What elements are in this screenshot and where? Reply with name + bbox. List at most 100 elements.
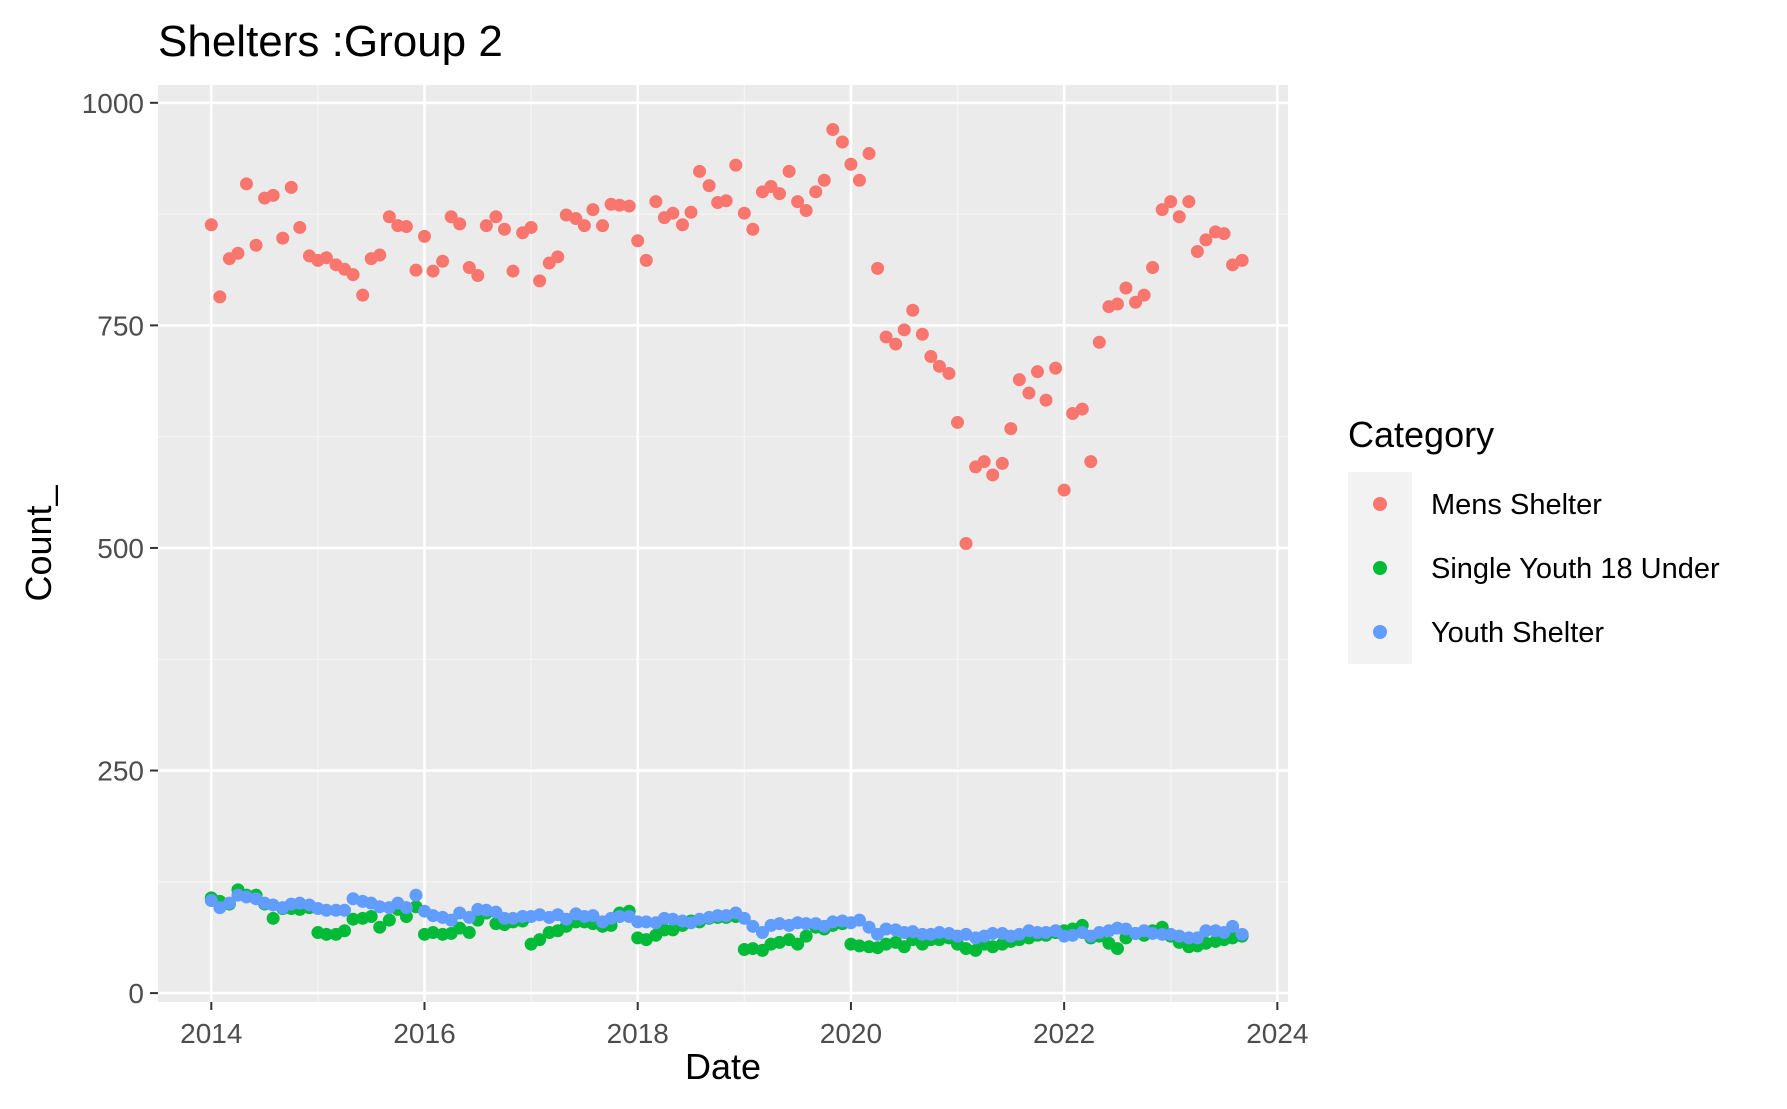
data-point [524, 220, 538, 234]
legend-item: Single Youth 18 Under [1373, 553, 1720, 585]
data-point [222, 896, 236, 910]
data-point [382, 210, 396, 224]
data-point [826, 123, 840, 137]
data-point [746, 919, 760, 933]
data-point [409, 263, 423, 277]
data-point [1146, 926, 1160, 940]
data-point [382, 913, 396, 927]
data-point [746, 222, 760, 236]
legend-items: Mens Shelter Single Youth 18 Under Youth S… [1373, 489, 1720, 649]
data-point [399, 220, 413, 234]
data-point [409, 888, 423, 902]
data-point [373, 900, 387, 914]
data-point [862, 147, 876, 161]
data-point [506, 911, 520, 925]
x-tick-label: 2018 [607, 1018, 669, 1049]
y-axis-title: Count_ [18, 484, 59, 601]
data-point [1110, 942, 1124, 956]
x-axis: 2014 2016 2018 2020 2022 2024 [180, 1002, 1308, 1049]
data-point [1030, 365, 1044, 379]
data-point [977, 455, 991, 469]
data-point [1199, 924, 1213, 938]
data-point [986, 926, 1000, 940]
data-point [826, 915, 840, 929]
data-point [817, 173, 831, 187]
data-point [462, 926, 476, 940]
data-point [293, 896, 307, 910]
data-point [791, 937, 805, 951]
data-point [1110, 297, 1124, 311]
data-point [755, 926, 769, 940]
data-points [204, 123, 1249, 957]
data-point [479, 903, 493, 917]
data-point [799, 917, 813, 931]
data-point [809, 185, 823, 199]
data-point [684, 205, 698, 219]
data-point [213, 290, 227, 304]
data-point [1137, 288, 1151, 302]
data-point [533, 933, 547, 947]
data-point [746, 942, 760, 956]
x-tick-label: 2024 [1246, 1018, 1308, 1049]
legend-label: Youth Shelter [1431, 617, 1604, 649]
data-point [1039, 926, 1053, 940]
y-tick-label: 250 [97, 756, 144, 787]
data-point [932, 926, 946, 940]
minor-gridlines [158, 85, 1288, 1002]
data-point [346, 268, 360, 282]
data-point [249, 238, 263, 252]
data-point [204, 218, 218, 232]
data-point [666, 912, 680, 926]
data-point [1119, 281, 1133, 295]
data-point [897, 940, 911, 954]
data-point [879, 937, 893, 951]
data-point [1235, 253, 1249, 267]
data-point [959, 537, 973, 550]
data-point [338, 924, 352, 938]
data-point [1217, 227, 1231, 241]
data-point [924, 350, 938, 364]
data-point [639, 915, 653, 929]
data-point [338, 903, 352, 917]
data-point [737, 911, 751, 925]
data-point [399, 901, 413, 915]
data-point [418, 229, 432, 243]
data-point [639, 253, 653, 267]
data-point [791, 195, 805, 209]
data-point [551, 250, 565, 264]
data-point [284, 180, 298, 194]
legend-title: Category [1348, 414, 1494, 455]
data-point [1190, 931, 1204, 945]
data-point [276, 231, 290, 245]
chart-title: Shelters :Group 2 [158, 17, 503, 66]
data-point [319, 903, 333, 917]
data-point [871, 261, 885, 275]
data-point [835, 135, 849, 149]
data-point [1164, 195, 1178, 209]
data-point [773, 187, 786, 201]
data-point [266, 188, 280, 202]
data-point [666, 206, 680, 220]
data-point [693, 912, 707, 926]
data-point [773, 917, 786, 931]
data-point [852, 913, 866, 927]
data-point [373, 920, 387, 934]
data-point [436, 254, 450, 268]
data-point [586, 909, 600, 923]
data-point [204, 894, 218, 908]
data-point [426, 909, 440, 923]
data-point [649, 195, 663, 209]
data-point [559, 912, 573, 926]
data-point [942, 366, 956, 380]
data-point [1172, 929, 1186, 943]
data-point [346, 912, 360, 926]
legend-key [1373, 561, 1387, 575]
data-point [1022, 386, 1036, 400]
y-tick-label: 1000 [82, 88, 144, 119]
data-point [533, 274, 547, 288]
data-point [586, 203, 600, 217]
data-point [1146, 261, 1160, 275]
data-point [1049, 361, 1063, 375]
data-point [879, 330, 893, 344]
